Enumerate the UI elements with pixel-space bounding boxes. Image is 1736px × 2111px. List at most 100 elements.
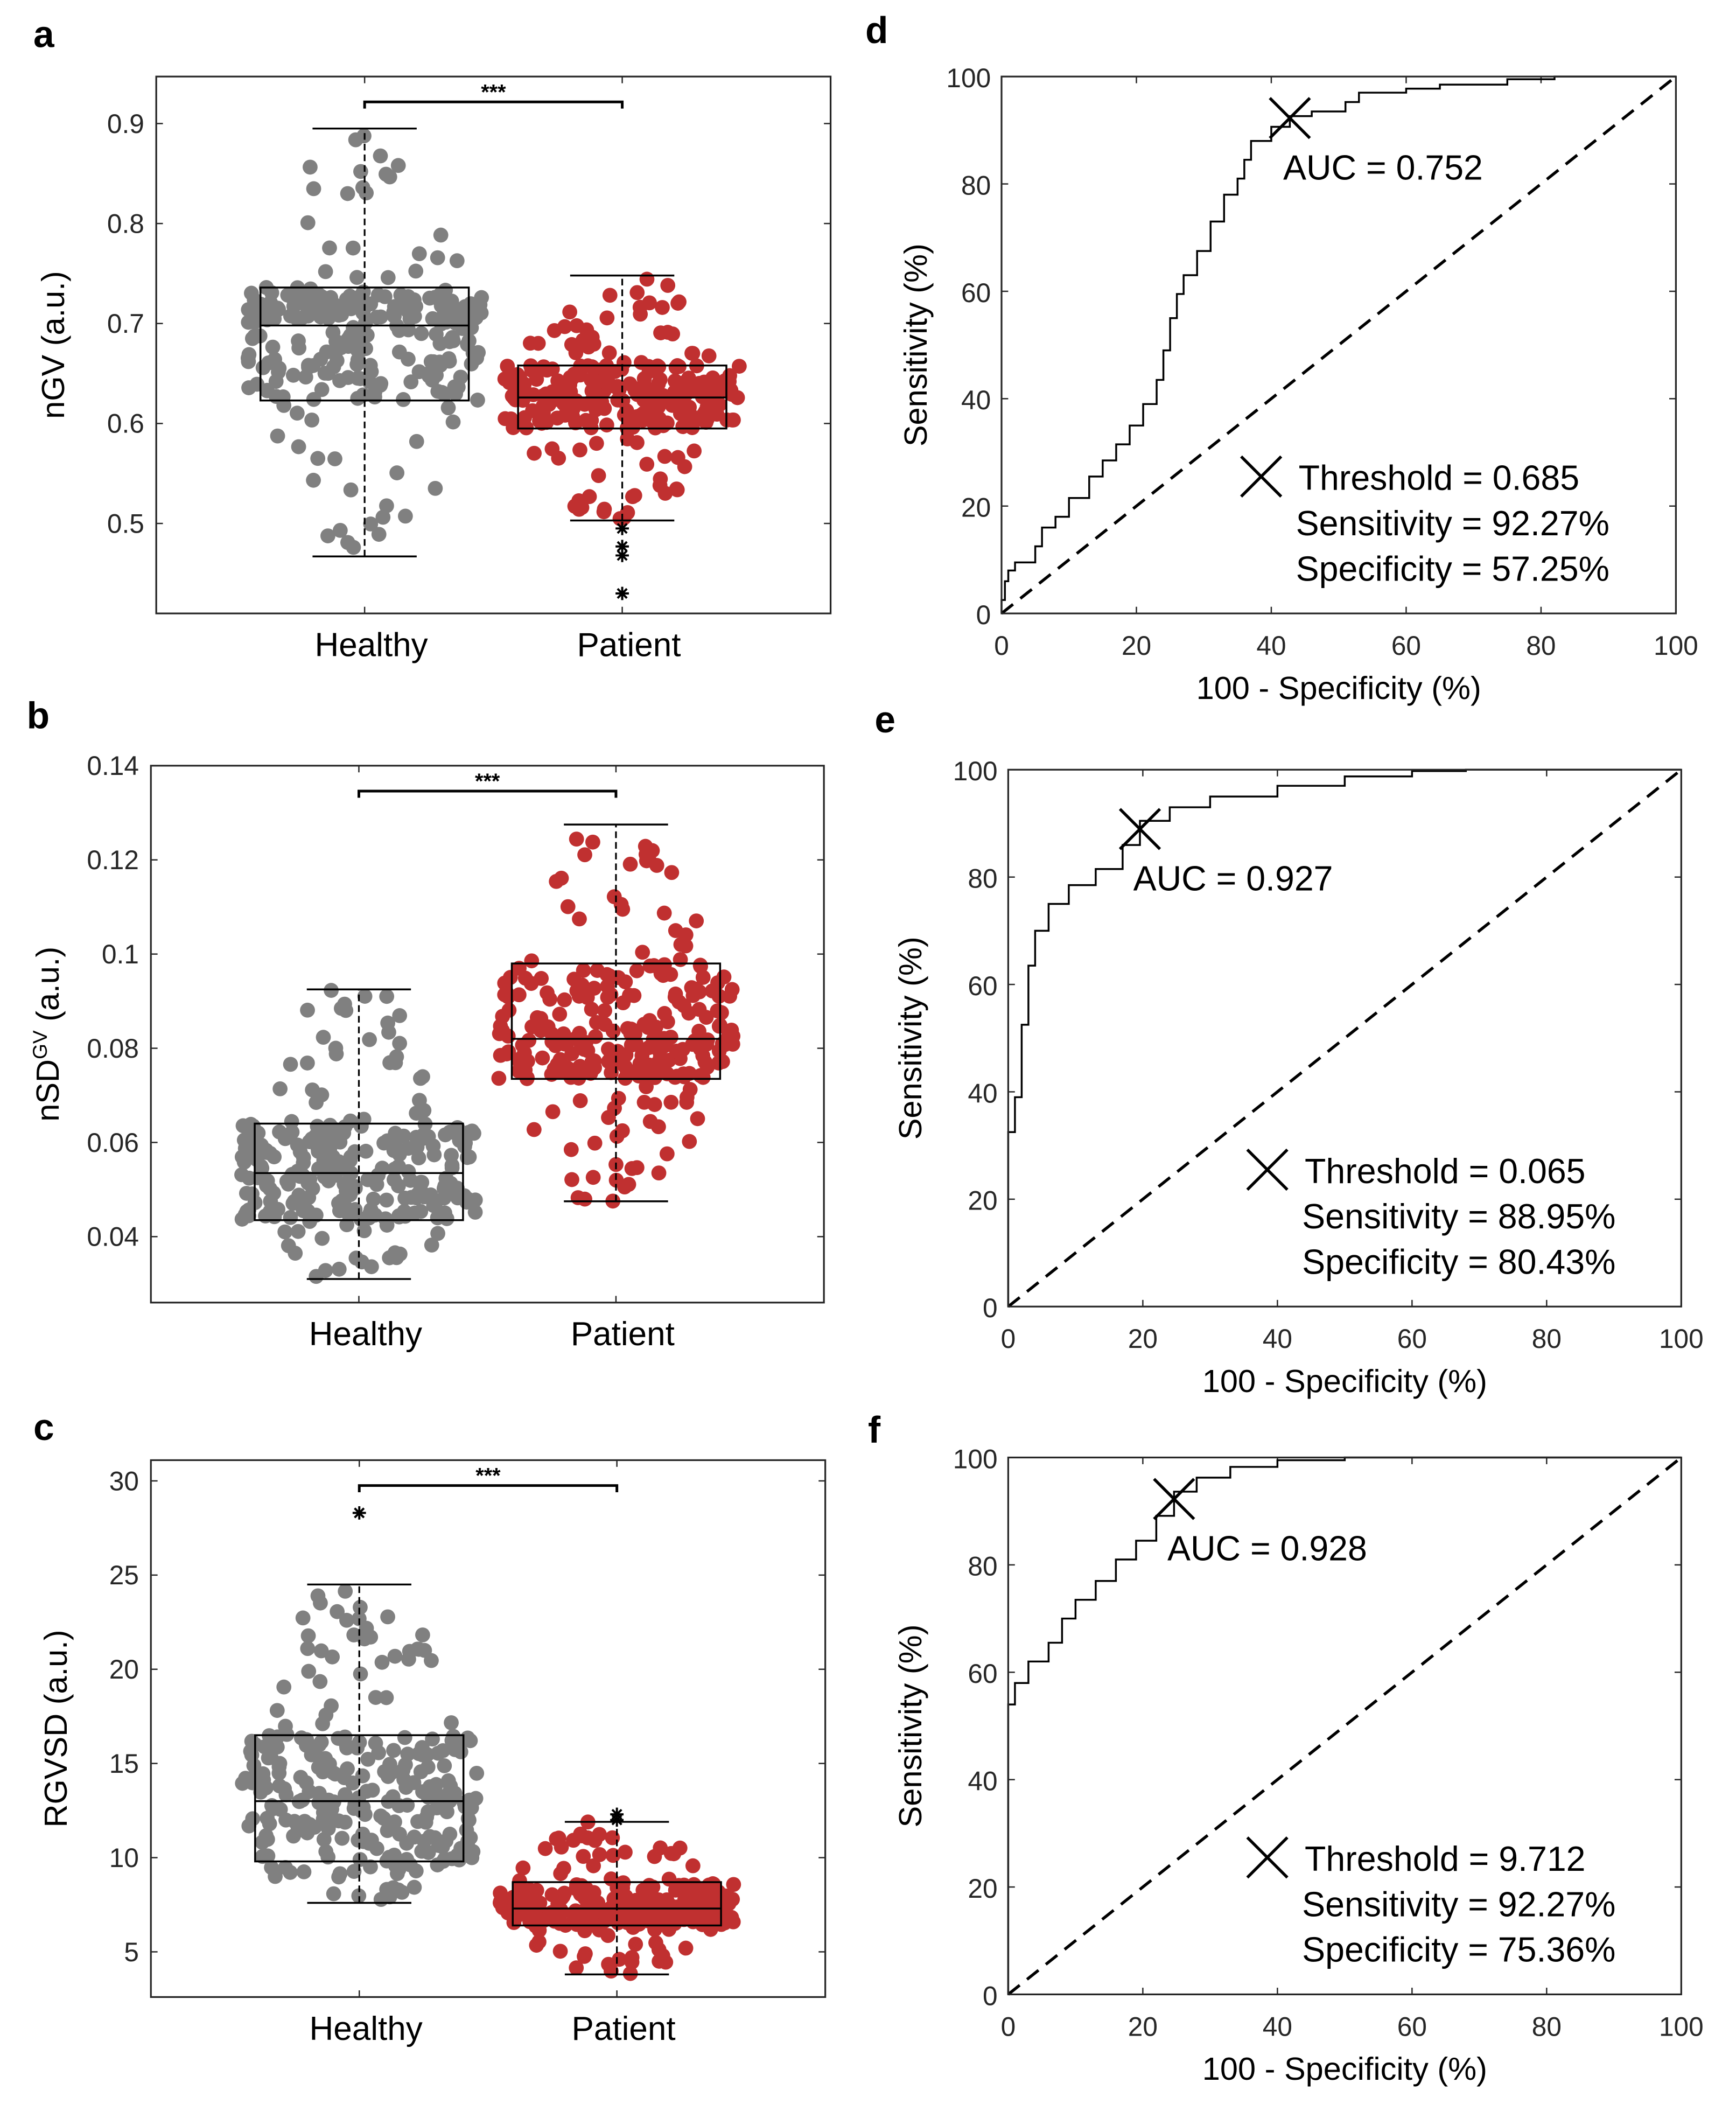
axes-frame [1007,1456,1682,1996]
data-point [299,1825,315,1841]
data-point [615,995,631,1011]
data-point [379,989,395,1004]
y-axis-label-superscript: GV [29,1030,51,1059]
auc-label: AUC = 0.752 [1283,148,1483,187]
data-point [323,1117,338,1133]
data-point [400,1746,416,1762]
data-point [396,392,411,407]
y-axis-label: Sensitivity (%) [892,936,928,1140]
data-point [493,1894,508,1909]
data-point [618,1059,633,1074]
data-point [682,407,698,422]
data-point [362,358,378,373]
data-point [606,889,622,905]
data-point [291,340,307,356]
data-point [414,1843,430,1859]
data-point [625,420,641,435]
data-point [261,1750,276,1766]
data-point [283,308,298,324]
data-point [682,1134,697,1149]
y-tick-label: 20 [968,1874,997,1904]
data-point [679,1095,695,1110]
data-point [673,937,689,952]
data-point [263,1193,278,1209]
iqr-box [512,1881,722,1927]
y-tick-label: 60 [961,278,991,308]
data-point [626,988,642,1003]
x-category-label: Healthy [314,626,428,663]
data-point [661,1871,677,1887]
data-point [286,1828,301,1844]
data-point [279,1173,295,1189]
data-point [234,1167,249,1183]
data-point [363,1259,379,1275]
threshold-label: Threshold = 0.685 [1299,459,1579,498]
data-point [459,1822,474,1838]
data-point [314,1231,330,1246]
data-point [241,380,256,395]
data-point [659,1146,675,1162]
data-point [557,992,572,1008]
data-point [421,1129,436,1144]
data-point [458,1135,473,1151]
data-point [373,148,388,164]
data-point [300,1628,316,1644]
data-point [641,851,656,867]
axes-frame [1000,75,1677,614]
data-point [653,372,668,387]
data-point [380,1609,395,1625]
significance-stars: *** [475,770,500,793]
outlier-marker [352,1506,366,1520]
data-point [391,1862,407,1877]
legend-cross-icon [1246,1148,1289,1191]
data-point [349,270,365,285]
data-point [234,1212,250,1227]
data-point [400,1798,415,1813]
data-point [682,1082,698,1097]
data-point [681,1005,697,1021]
data-point [243,285,259,301]
data-point [568,345,584,360]
data-point [258,1828,274,1843]
data-point [515,1860,531,1876]
data-point [437,1758,452,1773]
data-point [642,295,657,311]
data-point [255,360,271,375]
data-point [698,386,713,402]
data-point [647,1097,662,1112]
data-point [332,523,348,538]
data-point [453,369,468,385]
data-point [426,354,442,369]
data-point [325,1649,340,1665]
data-point [378,1211,393,1227]
x-tick-label: 80 [1532,2011,1562,2042]
data-point [537,1841,553,1856]
data-point [673,952,688,967]
data-point [332,373,347,388]
sensitivity-label: Sensitivity = 92.27% [1296,504,1609,543]
data-point [275,389,291,404]
x-axis-label: 100 - Specificity (%) [1196,670,1481,706]
data-point [569,1960,584,1976]
data-point [470,393,485,408]
data-point [310,451,326,466]
y-tick-label: 60 [968,1659,997,1689]
data-point [597,501,612,517]
data-point [569,983,585,998]
data-point [634,355,649,370]
data-point [670,296,685,311]
data-point [512,961,527,976]
data-point [585,834,600,850]
data-point [534,971,549,986]
data-point [407,1829,422,1845]
data-point [387,1648,403,1664]
data-point [409,434,424,449]
data-point [550,392,565,407]
roc-curve [1007,768,1682,1307]
y-tick-label: 80 [968,864,997,894]
legend-cross-icon [1240,455,1283,498]
data-point [363,1859,378,1875]
data-point [348,1250,364,1266]
data-point [300,215,316,230]
data-point [358,1807,373,1822]
